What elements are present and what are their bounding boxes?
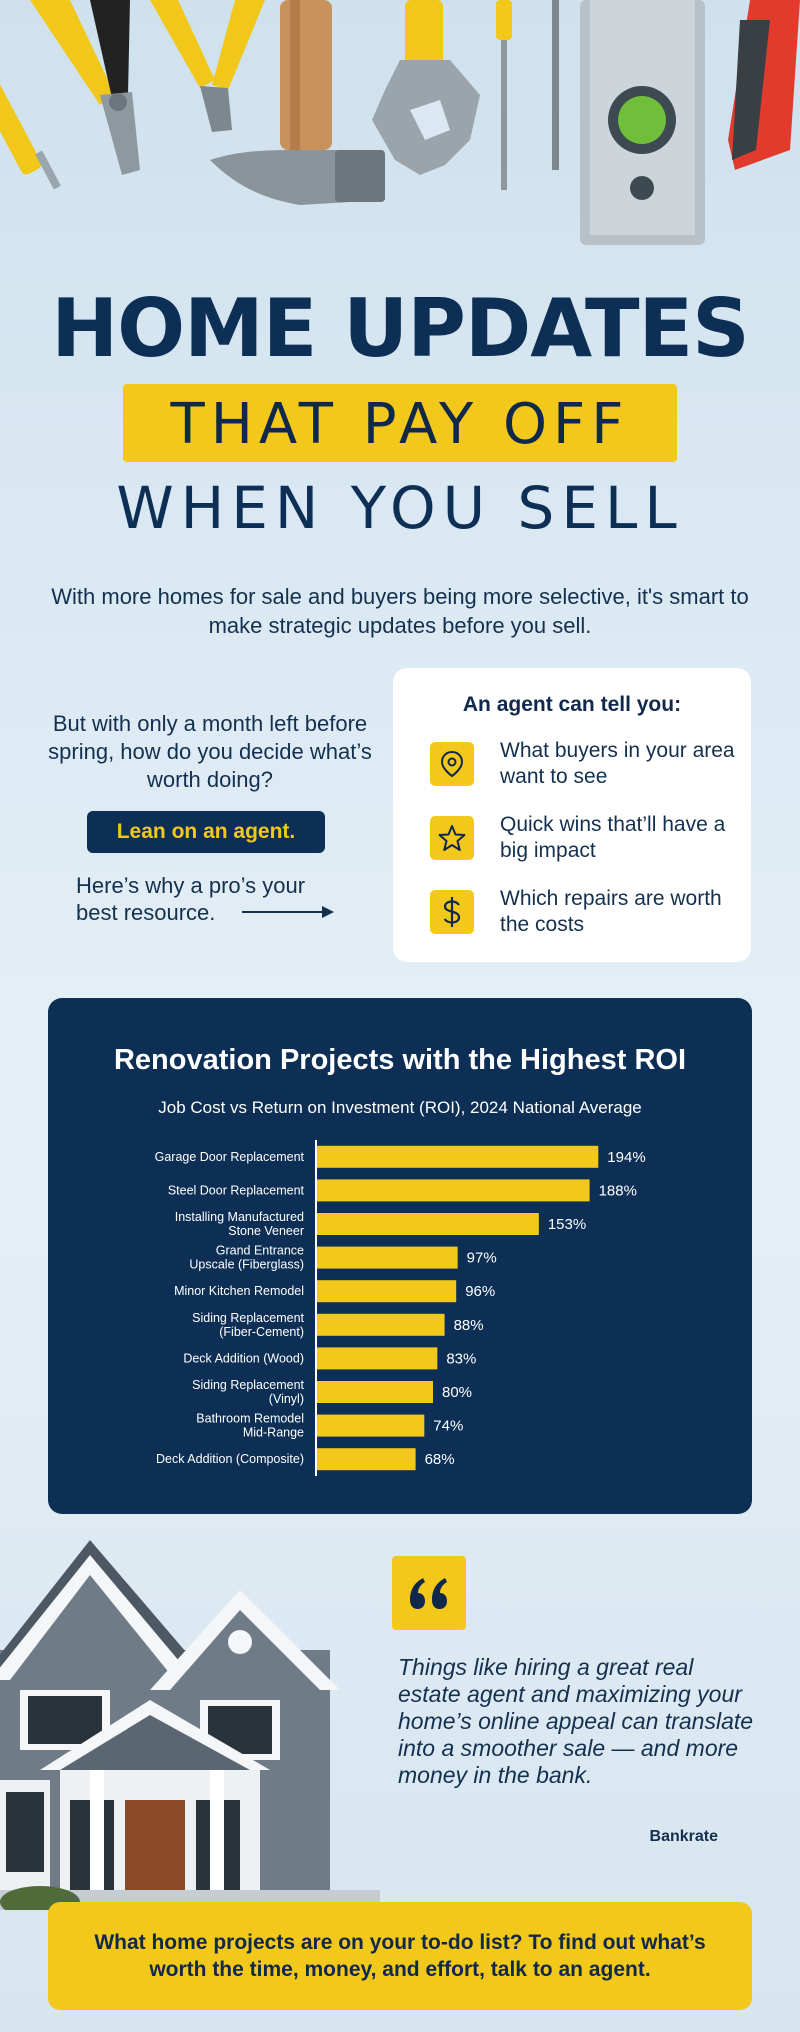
chart-category-label: Installing Manufactured Stone Veneer [175, 1210, 304, 1238]
why-text: Here’s why a pro’s your best resource. [76, 872, 346, 926]
dollar-icon [430, 890, 474, 934]
headline-tagline: WHEN YOU SELL [116, 474, 684, 542]
utility-knife-icon [728, 0, 800, 170]
screwdriver-left-icon [0, 44, 61, 190]
intro-text: With more homes for sale and buyers bein… [51, 584, 749, 638]
chart-category-label: Siding Replacement (Vinyl) [192, 1378, 304, 1406]
chart-category-label: Grand Entrance Upscale (Fiberglass) [189, 1244, 304, 1272]
hammer-icon [210, 0, 385, 205]
chart-category-label: Garage Door Replacement [155, 1150, 305, 1164]
why-line-2: best resource. [76, 900, 216, 925]
footer-cta-banner: What home projects are on your to-do lis… [48, 1902, 752, 2010]
lean-on-agent-badge: Lean on an agent. [87, 811, 325, 853]
chart-bar [317, 1414, 425, 1437]
chart-category-label: Siding Replacement (Fiber-Cement) [192, 1311, 304, 1339]
chart-bar [317, 1280, 457, 1303]
roi-bar-chart: 194% Garage Door Replacement 188% Steel Doo… [155, 1140, 646, 1476]
chart-value-label: 88% [454, 1317, 484, 1334]
chart-value-label: 194% [607, 1149, 645, 1166]
chart-value-label: 97% [467, 1250, 497, 1267]
chart-value-label: 80% [442, 1384, 472, 1401]
chart-bar [317, 1313, 445, 1336]
quote-text: Things like hiring a great real estate a… [398, 1654, 754, 1788]
chart-category-label: Bathroom Remodel Mid-Range [196, 1412, 304, 1440]
chart-value-label: 68% [425, 1451, 455, 1468]
tools-illustration [0, 0, 800, 245]
chart-value-label: 83% [446, 1350, 476, 1367]
quote-icon [410, 1578, 447, 1609]
chart-bar [317, 1448, 416, 1471]
chart-value-label: 188% [599, 1182, 637, 1199]
chart-bar [317, 1246, 458, 1269]
wire-cutters-icon [150, 0, 265, 132]
agent-card-title: An agent can tell you: [462, 693, 682, 716]
screwdriver-icon [496, 0, 559, 190]
location-pin-icon [430, 742, 474, 786]
chart-category-label: Steel Door Replacement [168, 1183, 305, 1197]
arrow-right-icon [242, 906, 334, 918]
chart-bar [317, 1179, 590, 1202]
chart-category-label: Deck Addition (Composite) [156, 1452, 304, 1466]
chart-bar [317, 1213, 539, 1235]
agent-card-item: What buyers in your area want to see [430, 738, 740, 790]
agent-card-item: Which repairs are worth the costs [430, 886, 740, 938]
chart-title: Renovation Projects with the Highest ROI [113, 1044, 686, 1076]
chart-value-label: 96% [465, 1283, 495, 1300]
agent-card-item-text: Which repairs are worth the costs [500, 887, 722, 936]
agent-card-item: Quick wins that’ll have a big impact [430, 812, 740, 864]
headline-highlight [123, 384, 677, 462]
headline-subtitle: THAT PAY OFF [170, 392, 630, 457]
chart-category-label: Deck Addition (Wood) [183, 1351, 304, 1365]
chart-bar [317, 1145, 599, 1168]
house-illustration [0, 1540, 380, 1910]
chart-subtitle: Job Cost vs Return on Investment (ROI), … [158, 1098, 642, 1117]
chart-value-label: 153% [548, 1216, 586, 1233]
chart-value-label: 74% [433, 1418, 463, 1435]
star-icon [430, 816, 474, 860]
question-text: But with only a month left before spring… [48, 711, 372, 792]
chart-bar [317, 1381, 433, 1403]
agent-card-item-text: What buyers in your area want to see [500, 739, 735, 788]
quote-mark-box [392, 1556, 466, 1630]
wrench-icon [372, 0, 480, 175]
chart-category-label: Minor Kitchen Remodel [174, 1284, 304, 1298]
pliers-icon [30, 0, 140, 175]
quote-source: Bankrate [649, 1828, 718, 1845]
agent-card-item-text: Quick wins that’ll have a big impact [500, 813, 726, 862]
why-line-1: Here’s why a pro’s your [76, 873, 306, 898]
level-icon [580, 0, 705, 245]
headline-title: HOME UPDATES [51, 282, 750, 375]
chart-bar [317, 1347, 438, 1370]
